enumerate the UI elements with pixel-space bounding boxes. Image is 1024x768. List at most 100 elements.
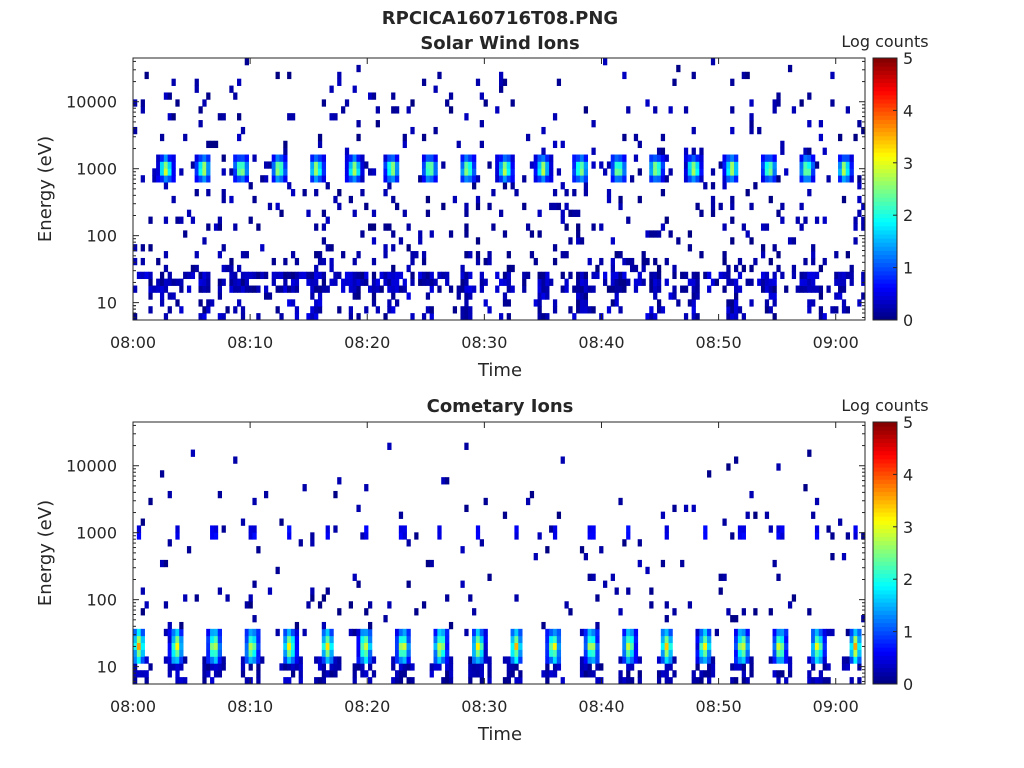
spectrogram-cell bbox=[587, 656, 592, 664]
spectrogram-cell bbox=[206, 92, 211, 100]
spectrogram-cell bbox=[633, 628, 639, 637]
spectrogram-cell bbox=[814, 635, 820, 644]
spectrogram-cell bbox=[537, 168, 542, 176]
spectrogram-cell bbox=[183, 656, 188, 664]
spectrogram-cell bbox=[364, 532, 369, 540]
spectrogram-cell bbox=[849, 677, 854, 685]
spectrogram-cell bbox=[776, 532, 781, 540]
spectrogram-cell bbox=[167, 635, 172, 644]
spectrogram-cell bbox=[448, 677, 454, 685]
spectrogram-cell bbox=[179, 635, 184, 644]
spectrogram-cell bbox=[163, 656, 169, 664]
colorbar-segment bbox=[873, 618, 897, 624]
spectrogram-cell bbox=[853, 656, 858, 664]
spectrogram-cell bbox=[472, 182, 477, 190]
spectrogram-cell bbox=[260, 271, 265, 280]
spectrogram-cell bbox=[749, 278, 754, 286]
spectrogram-cell bbox=[502, 230, 508, 238]
spectrogram-cell bbox=[229, 278, 234, 286]
spectrogram-cell bbox=[699, 656, 704, 664]
spectrogram-cell bbox=[360, 635, 365, 644]
spectrogram-cell bbox=[190, 216, 196, 224]
spectrogram-cell bbox=[672, 656, 677, 664]
spectrogram-cell bbox=[271, 154, 276, 162]
spectrogram-cell bbox=[861, 271, 866, 280]
spectrogram-cell bbox=[487, 257, 492, 266]
spectrogram-cell bbox=[240, 285, 246, 293]
spectrogram-cell bbox=[468, 175, 473, 183]
spectrogram-cell bbox=[633, 642, 639, 650]
spectrogram-cell bbox=[818, 649, 824, 657]
spectrogram-cell bbox=[772, 271, 777, 280]
spectrogram-cell bbox=[479, 285, 484, 293]
spectrogram-cell bbox=[699, 161, 704, 169]
spectrogram-cell bbox=[441, 161, 446, 169]
spectrogram-cell bbox=[830, 628, 835, 637]
spectrogram-cell bbox=[826, 285, 831, 293]
spectrogram-cell bbox=[321, 161, 327, 169]
colorbar-segment bbox=[873, 450, 897, 456]
spectrogram-cell bbox=[533, 299, 538, 307]
spectrogram-cell bbox=[206, 285, 211, 293]
spectrogram-cell bbox=[591, 642, 596, 650]
spectrogram-cell bbox=[433, 628, 438, 637]
spectrogram-cell bbox=[606, 161, 612, 169]
spectrogram-cell bbox=[841, 663, 847, 671]
spectrogram-cell bbox=[283, 642, 288, 650]
spectrogram-cell bbox=[425, 271, 431, 280]
spectrogram-cell bbox=[472, 635, 477, 644]
colorbar-segment bbox=[873, 483, 897, 488]
spectrogram-cell bbox=[171, 278, 176, 286]
spectrogram-cell bbox=[244, 285, 249, 293]
spectrogram-cell bbox=[649, 278, 654, 286]
spectrogram-cell bbox=[653, 313, 658, 321]
spectrogram-cell bbox=[660, 670, 666, 678]
spectrogram-cell bbox=[217, 649, 223, 657]
spectrogram-cell bbox=[194, 161, 199, 169]
spectrogram-cell bbox=[591, 525, 596, 533]
spectrogram-cell bbox=[290, 656, 296, 664]
spectrogram-cell bbox=[368, 168, 373, 176]
spectrogram-cell bbox=[433, 85, 438, 93]
colorbar-segment bbox=[873, 573, 897, 579]
colorbar-segment bbox=[873, 234, 897, 239]
spectrogram-cell bbox=[410, 99, 415, 107]
spectrogram-cell bbox=[545, 677, 550, 685]
spectrogram-cell bbox=[760, 175, 766, 183]
colorbar-segment bbox=[873, 238, 897, 243]
spectrogram-cell bbox=[310, 292, 315, 300]
spectrogram-cell bbox=[348, 285, 353, 293]
x-tick-label: 08:10 bbox=[227, 333, 273, 352]
spectrogram-cell bbox=[360, 168, 365, 176]
colorbar-segment bbox=[873, 299, 897, 305]
spectrogram-cell bbox=[799, 278, 804, 286]
spectrogram-cell bbox=[811, 285, 816, 293]
spectrogram-cell bbox=[849, 154, 854, 162]
spectrogram-cell bbox=[183, 677, 188, 685]
spectrogram-cell bbox=[221, 313, 226, 321]
spectrogram-cell bbox=[780, 642, 785, 650]
spectrogram-cell bbox=[294, 621, 300, 630]
spectrogram-cell bbox=[495, 106, 500, 114]
spectrogram-cell bbox=[229, 257, 234, 266]
spectrogram-cell bbox=[822, 635, 827, 644]
spectrogram-cell bbox=[768, 285, 773, 293]
spectrogram-cell bbox=[163, 161, 169, 169]
spectrogram-cell bbox=[753, 257, 758, 266]
spectrogram-cell bbox=[360, 230, 365, 238]
spectrogram-cell bbox=[321, 237, 327, 245]
spectrogram-cell bbox=[591, 628, 596, 637]
spectrogram-cell bbox=[664, 525, 669, 533]
spectrogram-cell bbox=[626, 587, 631, 595]
spectrogram-cell bbox=[352, 670, 357, 678]
spectrogram-cell bbox=[499, 175, 504, 183]
spectrogram-cell bbox=[290, 251, 296, 259]
spectrogram-cell bbox=[448, 656, 454, 664]
spectrogram-cell bbox=[845, 271, 850, 280]
spectrogram-cell bbox=[741, 71, 746, 80]
spectrogram-cell bbox=[518, 635, 523, 644]
spectrogram-cell bbox=[421, 78, 427, 86]
spectrogram-cell bbox=[741, 628, 746, 637]
spectrogram-cell bbox=[167, 642, 172, 650]
spectrogram-cell bbox=[849, 161, 854, 169]
